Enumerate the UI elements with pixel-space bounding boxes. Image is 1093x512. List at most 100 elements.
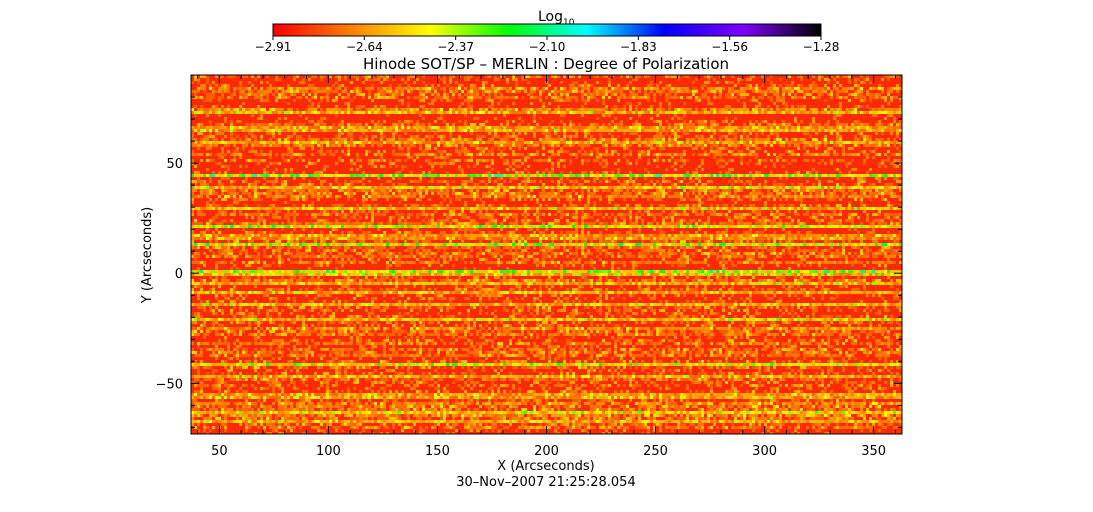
heatmap-cell xyxy=(428,129,431,132)
heatmap-cell xyxy=(338,183,341,186)
heatmap-cell xyxy=(545,87,548,90)
heatmap-cell xyxy=(851,141,854,144)
heatmap-cell xyxy=(863,96,866,99)
heatmap-cell xyxy=(428,87,431,90)
heatmap-cell xyxy=(590,195,593,198)
heatmap-cell xyxy=(863,141,866,144)
heatmap-cell xyxy=(212,189,215,192)
heatmap-cell xyxy=(377,153,380,156)
heatmap-cell xyxy=(203,126,206,129)
heatmap-cell xyxy=(347,126,350,129)
heatmap-cell xyxy=(605,144,608,147)
heatmap-cell xyxy=(824,144,827,147)
heatmap-cell xyxy=(380,138,383,141)
heatmap-cell xyxy=(815,126,818,129)
heatmap-cell xyxy=(245,177,248,180)
heatmap-cell xyxy=(698,186,701,189)
heatmap-cell xyxy=(869,192,872,195)
heatmap-cell xyxy=(419,174,422,177)
heatmap-cell xyxy=(428,162,431,165)
heatmap-cell xyxy=(254,108,257,111)
heatmap-cell xyxy=(827,93,830,96)
heatmap-cell xyxy=(326,99,329,102)
heatmap-cell xyxy=(287,126,290,129)
heatmap-cell xyxy=(293,129,296,132)
heatmap-cell xyxy=(428,138,431,141)
heatmap-cell xyxy=(449,111,452,114)
heatmap-cell xyxy=(494,192,497,195)
heatmap-cell xyxy=(278,138,281,141)
heatmap-cell xyxy=(458,120,461,123)
heatmap-cell xyxy=(557,165,560,168)
heatmap-cell xyxy=(701,168,704,171)
heatmap-cell xyxy=(611,171,614,174)
heatmap-cell xyxy=(788,141,791,144)
heatmap-cell xyxy=(626,147,629,150)
heatmap-cell xyxy=(218,123,221,126)
heatmap-cell xyxy=(251,183,254,186)
heatmap-cell xyxy=(539,192,542,195)
heatmap-cell xyxy=(782,90,785,93)
heatmap-cell xyxy=(824,138,827,141)
heatmap-cell xyxy=(239,189,242,192)
heatmap-cell xyxy=(515,87,518,90)
heatmap-cell xyxy=(233,93,236,96)
heatmap-cell xyxy=(608,153,611,156)
heatmap-cell xyxy=(560,111,563,114)
heatmap-cell xyxy=(782,141,785,144)
heatmap-cell xyxy=(197,123,200,126)
heatmap-cell xyxy=(503,75,506,78)
heatmap-cell xyxy=(815,177,818,180)
heatmap-cell xyxy=(218,99,221,102)
heatmap-cell xyxy=(530,174,533,177)
heatmap-cell xyxy=(557,183,560,186)
heatmap-cell xyxy=(701,135,704,138)
heatmap-cell xyxy=(356,174,359,177)
heatmap-cell xyxy=(644,168,647,171)
heatmap-cell xyxy=(257,159,260,162)
heatmap-cell xyxy=(392,123,395,126)
heatmap-cell xyxy=(557,108,560,111)
heatmap-cell xyxy=(545,168,548,171)
heatmap-cell xyxy=(440,150,443,153)
heatmap-cell xyxy=(359,141,362,144)
heatmap-cell xyxy=(617,192,620,195)
heatmap-cell xyxy=(311,174,314,177)
heatmap-cell xyxy=(608,111,611,114)
heatmap-cell xyxy=(257,105,260,108)
heatmap-cell xyxy=(503,138,506,141)
heatmap-cell xyxy=(503,126,506,129)
heatmap-cell xyxy=(608,114,611,117)
heatmap-cell xyxy=(422,87,425,90)
heatmap-cell xyxy=(863,150,866,153)
heatmap-cell xyxy=(842,96,845,99)
heatmap-cell xyxy=(875,93,878,96)
heatmap-cell xyxy=(197,132,200,135)
heatmap-cell xyxy=(896,195,899,198)
heatmap-cell xyxy=(233,159,236,162)
heatmap-cell xyxy=(278,132,281,135)
heatmap-cell xyxy=(791,105,794,108)
chart-title: Hinode SOT/SP – MERLIN : Degree of Polar… xyxy=(363,55,729,73)
heatmap-cell xyxy=(215,174,218,177)
heatmap-cell xyxy=(380,159,383,162)
heatmap-cell xyxy=(221,189,224,192)
heatmap-cell xyxy=(674,90,677,93)
heatmap-cell xyxy=(254,111,257,114)
heatmap-cell xyxy=(581,90,584,93)
heatmap-cell xyxy=(572,144,575,147)
heatmap-cell xyxy=(713,186,716,189)
heatmap-cell xyxy=(410,138,413,141)
heatmap-cell xyxy=(719,135,722,138)
heatmap-cell xyxy=(362,183,365,186)
heatmap-cell xyxy=(395,96,398,99)
heatmap-cell xyxy=(683,114,686,117)
heatmap-cell xyxy=(743,129,746,132)
heatmap-cell xyxy=(767,129,770,132)
heatmap-cell xyxy=(773,111,776,114)
heatmap-cell xyxy=(638,129,641,132)
heatmap-cell xyxy=(239,126,242,129)
heatmap-cell xyxy=(512,96,515,99)
heatmap-cell xyxy=(479,174,482,177)
heatmap-cell xyxy=(395,132,398,135)
